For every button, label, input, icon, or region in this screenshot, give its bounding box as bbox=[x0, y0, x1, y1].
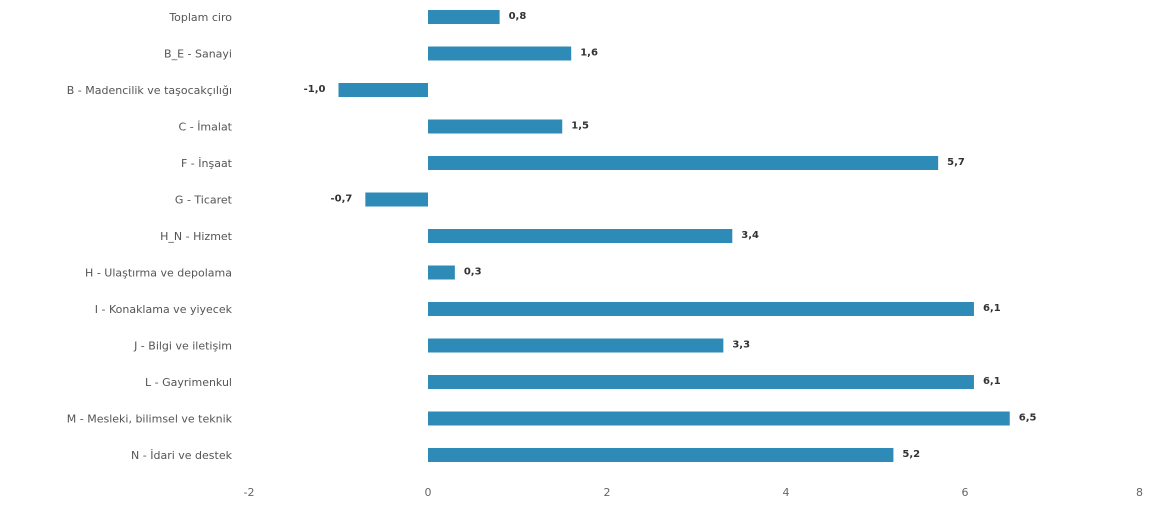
category-label: L - Gayrimenkul bbox=[145, 376, 232, 389]
data-label: 1,6 bbox=[580, 48, 598, 59]
data-label: 0,8 bbox=[509, 11, 527, 22]
bar bbox=[428, 448, 894, 462]
category-label: J - Bilgi ve iletişim bbox=[133, 340, 232, 353]
bar bbox=[338, 83, 428, 97]
bar bbox=[428, 411, 1010, 426]
category-label: I - Konaklama ve yiyecek bbox=[95, 303, 233, 316]
x-axis-ticks: -2 0 2 4 6 8 bbox=[244, 486, 1143, 499]
tick-label: 2 bbox=[604, 486, 611, 499]
data-label: -1,0 bbox=[304, 84, 326, 95]
bar bbox=[428, 302, 974, 316]
data-label: 5,2 bbox=[902, 449, 920, 460]
bar bbox=[428, 119, 563, 134]
bar bbox=[428, 338, 724, 353]
tick-label: 8 bbox=[1136, 486, 1143, 499]
category-label: C - İmalat bbox=[179, 121, 233, 134]
bar bbox=[428, 10, 500, 24]
data-label: 3,3 bbox=[732, 340, 750, 351]
category-label: Toplam ciro bbox=[168, 11, 232, 24]
bar bbox=[428, 229, 733, 243]
category-label: F - İnşaat bbox=[181, 157, 233, 170]
bars bbox=[338, 10, 1010, 462]
category-label: B - Madencilik ve taşocakçılığı bbox=[67, 84, 232, 97]
category-label: N - İdari ve destek bbox=[131, 449, 233, 462]
data-label: 0,3 bbox=[464, 267, 482, 278]
data-label: -0,7 bbox=[330, 194, 352, 205]
bar bbox=[365, 192, 428, 207]
data-label: 5,7 bbox=[947, 157, 965, 168]
bar bbox=[428, 375, 974, 389]
data-label: 6,1 bbox=[983, 376, 1001, 387]
category-labels: Toplam ciro B_E - Sanayi B - Madencilik ve… bbox=[67, 11, 233, 462]
category-label: G - Ticaret bbox=[175, 194, 233, 207]
data-label: 3,4 bbox=[741, 230, 759, 241]
tick-label: -2 bbox=[244, 486, 255, 499]
bar bbox=[428, 265, 455, 280]
category-label: M - Mesleki, bilimsel ve teknik bbox=[67, 413, 233, 426]
category-label: H - Ulaştırma ve depolama bbox=[85, 267, 232, 280]
tick-label: 4 bbox=[783, 486, 790, 499]
tick-label: 6 bbox=[962, 486, 969, 499]
data-label: 6,5 bbox=[1019, 413, 1037, 424]
bar bbox=[428, 46, 572, 61]
category-label: B_E - Sanayi bbox=[164, 48, 232, 61]
value-labels: 0,8 1,6 -1,0 1,5 5,7 -0,7 3,4 0,3 6,1 3,3 6,1 6,5 5,… bbox=[304, 11, 1037, 460]
data-label: 6,1 bbox=[983, 303, 1001, 314]
data-label: 1,5 bbox=[571, 121, 589, 132]
bar bbox=[428, 156, 939, 170]
category-label: H_N - Hizmet bbox=[160, 230, 233, 243]
tick-label: 0 bbox=[425, 486, 432, 499]
